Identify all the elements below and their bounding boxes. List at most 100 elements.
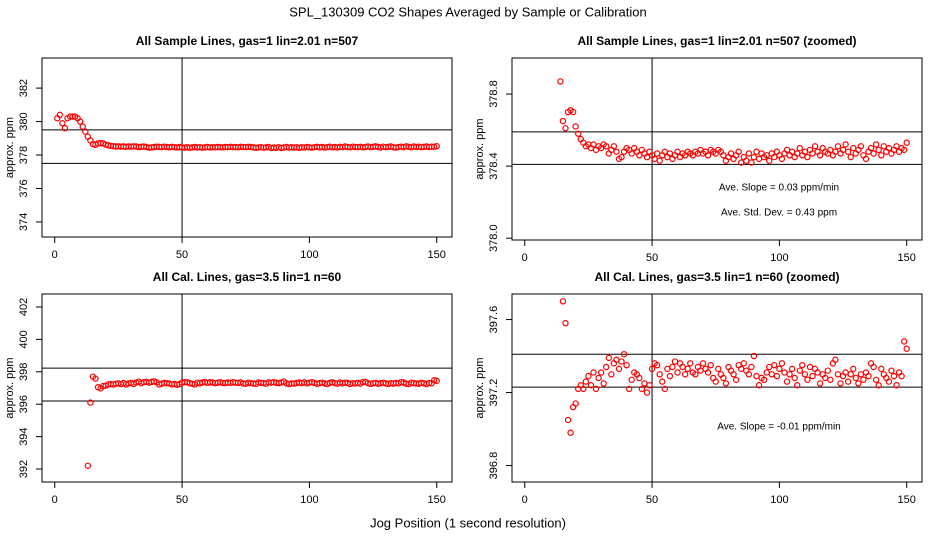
data-point xyxy=(684,365,691,373)
data-point xyxy=(618,358,625,365)
data-point xyxy=(878,152,885,159)
data-point xyxy=(844,378,852,385)
data-point xyxy=(433,142,440,150)
data-point xyxy=(82,128,89,135)
data-point xyxy=(628,376,635,383)
data-point xyxy=(750,153,758,161)
data-point xyxy=(872,141,880,148)
data-point xyxy=(847,153,854,161)
y-tick-label: 376 xyxy=(18,179,30,197)
data-point xyxy=(900,146,908,154)
data-point xyxy=(656,371,663,378)
data-point xyxy=(433,377,440,385)
data-point xyxy=(430,377,438,384)
data-point xyxy=(699,360,707,367)
data-point xyxy=(898,372,905,380)
annotation: Ave. Slope = 0.03 ppm/min xyxy=(719,183,839,194)
data-point xyxy=(592,385,600,393)
y-axis-label: approx. ppm xyxy=(4,117,16,178)
data-point xyxy=(857,371,865,378)
data-point xyxy=(648,365,656,373)
data-point xyxy=(870,363,877,371)
data-point xyxy=(753,148,760,155)
data-point xyxy=(600,380,607,387)
data-point xyxy=(827,376,834,383)
data-point xyxy=(865,372,872,380)
data-point xyxy=(681,371,689,378)
data-point xyxy=(661,385,668,393)
x-tick-label: 100 xyxy=(770,252,788,264)
data-point xyxy=(796,367,803,374)
data-point xyxy=(620,351,628,358)
data-point xyxy=(722,380,730,387)
x-tick-label: 0 xyxy=(52,249,58,261)
data-point xyxy=(885,378,893,385)
data-point xyxy=(860,376,867,383)
data-point xyxy=(735,148,742,155)
y-tick-label: 378.4 xyxy=(488,152,500,180)
x-tick-label: 0 xyxy=(522,252,528,264)
data-point xyxy=(615,365,623,373)
y-tick-label: 392 xyxy=(18,460,30,478)
data-point xyxy=(799,361,806,369)
y-tick-label: 378.0 xyxy=(488,224,500,252)
data-point xyxy=(832,356,839,363)
data-point xyxy=(87,399,94,406)
data-point xyxy=(653,361,661,369)
data-point xyxy=(564,416,572,424)
data-point xyxy=(816,380,824,387)
data-point xyxy=(687,360,694,367)
y-axis-label: approx. ppm xyxy=(474,357,486,418)
data-point xyxy=(638,385,646,393)
data-point xyxy=(806,363,814,371)
data-point xyxy=(847,371,854,378)
data-point xyxy=(872,376,880,383)
data-point xyxy=(870,150,877,157)
data-point xyxy=(92,375,99,382)
data-point xyxy=(669,363,676,371)
data-point xyxy=(425,379,433,387)
data-point xyxy=(888,367,895,374)
data-point xyxy=(636,374,643,382)
panel-title: All Cal. Lines, gas=3.5 lin=1 n=60 xyxy=(153,270,342,284)
data-point xyxy=(852,374,859,382)
data-point xyxy=(704,369,712,376)
data-point xyxy=(671,358,679,365)
data-point xyxy=(903,139,910,146)
data-point xyxy=(704,152,712,159)
data-point xyxy=(824,367,831,374)
plot-frame xyxy=(511,293,923,483)
data-point xyxy=(740,360,747,367)
data-point xyxy=(771,361,778,369)
data-point xyxy=(613,148,620,155)
data-point xyxy=(84,462,92,469)
data-point xyxy=(656,157,663,164)
data-point xyxy=(603,363,610,371)
data-point xyxy=(857,143,865,150)
data-point xyxy=(692,371,699,378)
data-point xyxy=(730,371,737,378)
y-tick-label: 382 xyxy=(18,79,30,97)
data-point xyxy=(641,380,648,387)
y-axis-label: approx. ppm xyxy=(474,118,486,179)
data-point xyxy=(880,143,888,150)
data-point xyxy=(766,157,773,164)
x-tick-label: 50 xyxy=(176,494,188,506)
panel-title: All Sample Lines, gas=1 lin=2.01 n=507 xyxy=(136,34,359,48)
y-tick-label: 402 xyxy=(18,298,30,316)
data-point xyxy=(850,365,857,373)
data-point xyxy=(666,372,674,380)
data-point xyxy=(572,123,579,130)
data-point xyxy=(900,338,908,345)
data-point xyxy=(791,374,798,382)
data-point xyxy=(763,369,770,376)
data-point xyxy=(855,380,862,387)
y-tick-label: 380 xyxy=(18,112,30,130)
data-point xyxy=(605,354,612,362)
data-point xyxy=(809,372,816,380)
data-point xyxy=(712,378,719,385)
data-point xyxy=(56,111,64,119)
data-point xyxy=(776,365,783,373)
data-point xyxy=(816,152,824,159)
data-point xyxy=(811,143,819,150)
